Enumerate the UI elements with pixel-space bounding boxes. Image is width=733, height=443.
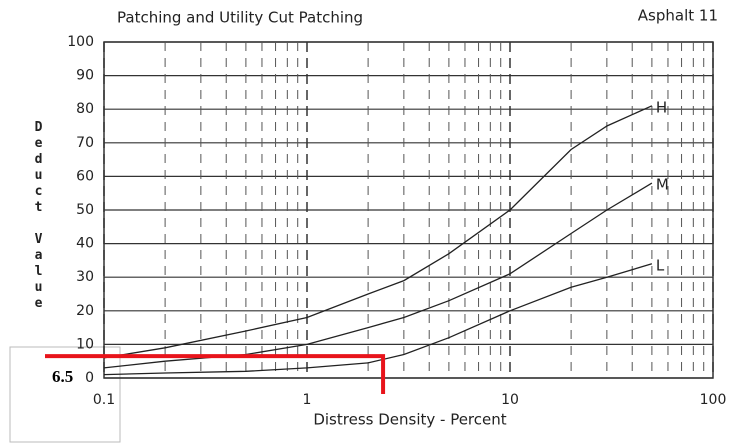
series-label: H	[656, 98, 667, 116]
y-axis-label: Deduct Value	[31, 120, 46, 312]
y-tick-label: 60	[76, 168, 94, 184]
y-tick-label: 40	[76, 236, 94, 252]
y-tick-label: 20	[76, 303, 94, 319]
x-tick-label: 0.1	[93, 392, 115, 408]
x-tick-label: 100	[700, 392, 727, 408]
series-label: L	[656, 256, 665, 274]
series-label: M	[656, 176, 669, 194]
y-tick-label: 80	[76, 101, 94, 117]
y-tick-label: 90	[76, 68, 94, 84]
y-tick-label: 30	[76, 269, 94, 285]
curve	[103, 182, 653, 369]
y-tick-label: 70	[76, 135, 94, 151]
y-tick-label: 0	[85, 370, 94, 386]
annotation-label: 6.5	[52, 367, 73, 386]
y-tick-label: 100	[67, 34, 94, 50]
x-tick-label: 10	[501, 392, 519, 408]
chart-subtitle: Asphalt 11	[638, 7, 718, 25]
x-tick-label: 1	[303, 392, 312, 408]
chart-title: Patching and Utility Cut Patching	[117, 9, 363, 27]
x-axis-label: Distress Density - Percent	[313, 411, 506, 429]
annotation-box	[9, 346, 121, 443]
y-tick-label: 50	[76, 202, 94, 218]
annotation-line	[45, 354, 386, 394]
y-tick-label: 10	[76, 336, 94, 352]
curve	[103, 263, 653, 376]
curve	[103, 105, 653, 359]
